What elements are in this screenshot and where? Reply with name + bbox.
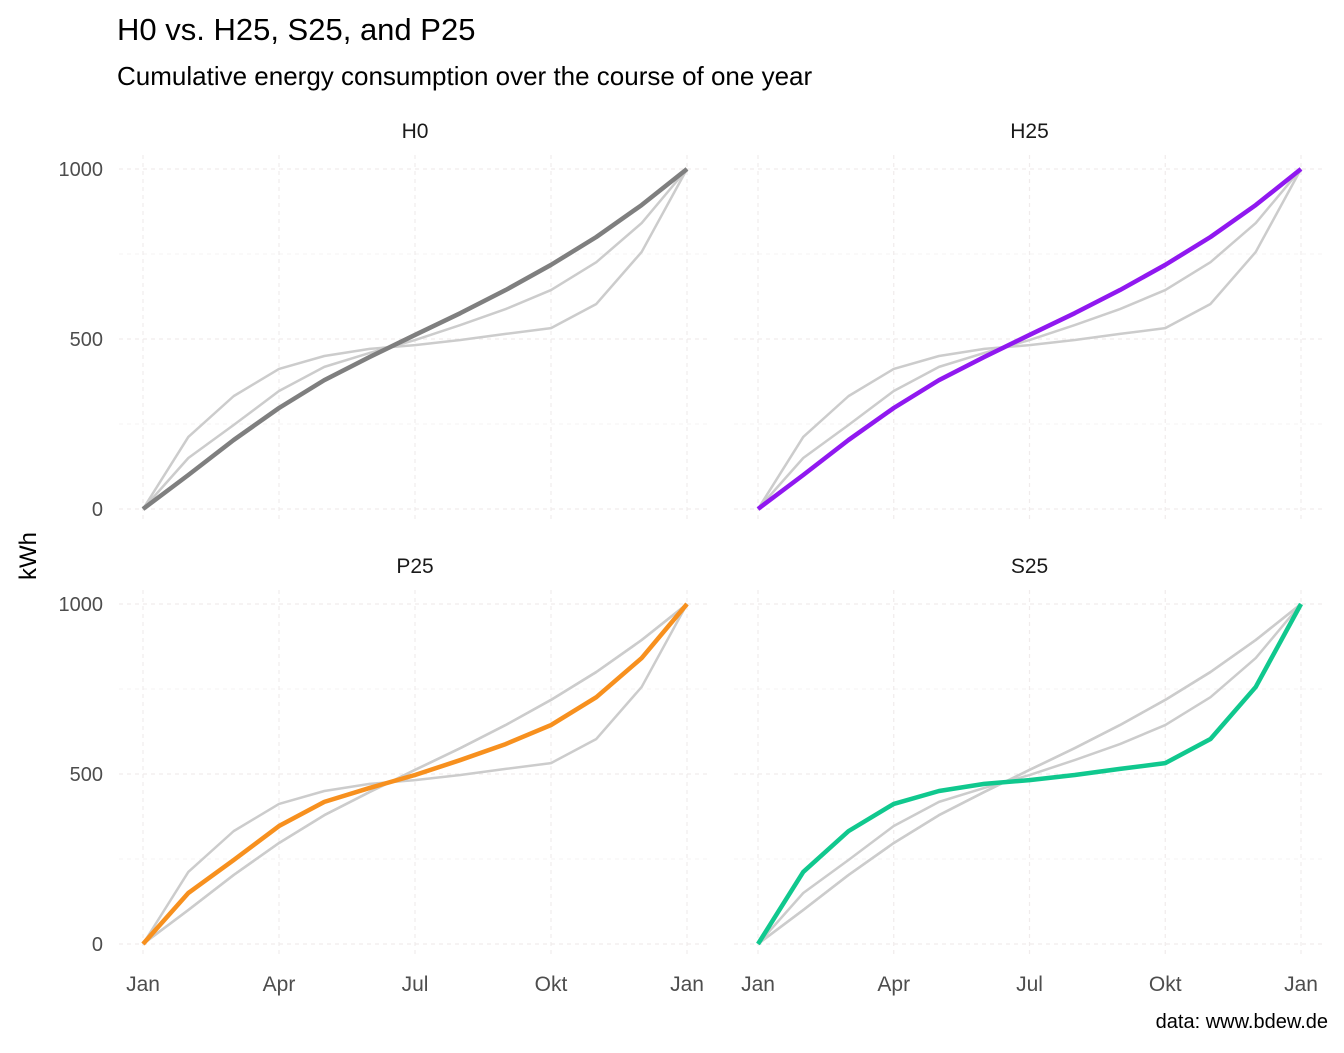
background-line-p25 xyxy=(757,603,1302,945)
facet-strip-label: S25 xyxy=(1011,555,1048,578)
x-tick-label: Jan xyxy=(126,973,160,996)
background-line-h25 xyxy=(757,603,1302,945)
x-tick-label: Jan xyxy=(741,973,775,996)
facet-strip-label: H0 xyxy=(402,120,429,143)
series-line-s25 xyxy=(756,602,1303,946)
facet-panel-s25: S25 Jan Apr Jul Okt Jan xyxy=(734,555,1325,996)
series-line-h25 xyxy=(756,167,1303,511)
x-tick-label: Jul xyxy=(1016,973,1043,996)
x-tick-label: Apr xyxy=(877,973,910,996)
background-line-s25 xyxy=(141,168,689,510)
y-tick-label: 1000 xyxy=(59,159,104,181)
background-line-s25 xyxy=(756,168,1303,510)
facet-strip-label: H25 xyxy=(1010,120,1049,143)
background-line-s25 xyxy=(141,603,689,945)
y-tick-label: 500 xyxy=(70,329,103,351)
caption: data: www.bdew.de xyxy=(1156,1011,1328,1033)
chart-title: H0 vs. H25, S25, and P25 xyxy=(117,12,475,47)
x-tick-label: Okt xyxy=(535,973,568,996)
x-tick-label: Apr xyxy=(263,973,296,996)
x-tick-label: Jan xyxy=(1284,973,1318,996)
series-line-p25 xyxy=(141,602,689,946)
background-line-p25 xyxy=(142,168,688,510)
series-line-h0 xyxy=(141,167,689,511)
facet-panel-p25: P25 0 500 1000 Jan Apr Jul Okt Jan xyxy=(59,555,711,996)
y-tick-label: 500 xyxy=(70,764,103,786)
y-tick-label: 1000 xyxy=(59,594,104,616)
y-tick-label: 0 xyxy=(92,499,103,521)
y-tick-label: 0 xyxy=(92,934,103,956)
chart-subtitle: Cumulative energy consumption over the c… xyxy=(117,61,812,91)
facet-panel-h25: H25 xyxy=(734,120,1325,523)
y-axis-label: kWh xyxy=(15,532,42,580)
background-line-p25 xyxy=(757,168,1302,510)
x-tick-label: Jul xyxy=(402,973,429,996)
x-tick-label: Okt xyxy=(1149,973,1182,996)
facet-panel-h0: H0 0 500 1000 xyxy=(59,120,711,523)
facet-strip-label: P25 xyxy=(396,555,433,578)
x-tick-label: Jan xyxy=(670,973,704,996)
background-line-h25 xyxy=(142,603,688,945)
